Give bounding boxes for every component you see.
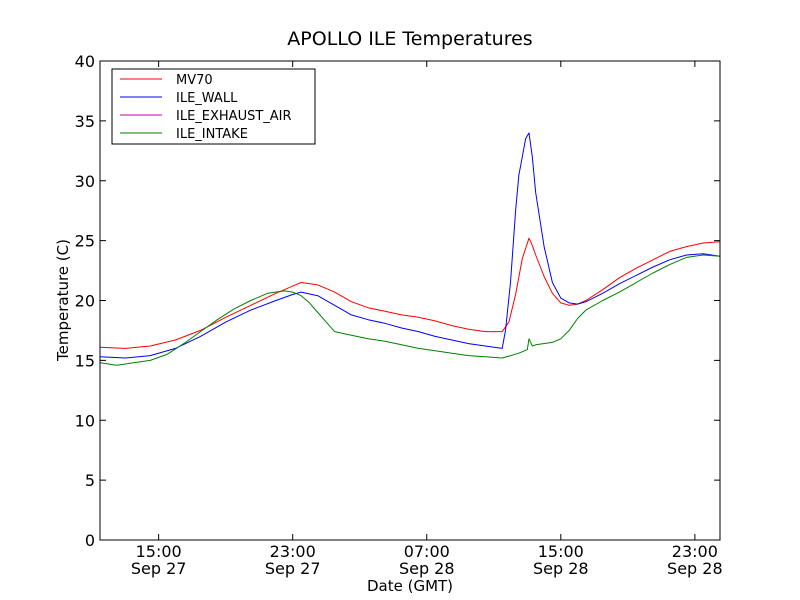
- series-lines: [99, 132, 721, 366]
- x-tick-time-label: 23:00: [270, 542, 316, 561]
- x-tick-date-label: Sep 28: [667, 559, 723, 578]
- x-tick-date-label: Sep 27: [265, 559, 321, 578]
- x-tick-time-label: 07:00: [404, 542, 450, 561]
- y-tick-label: 0: [85, 531, 95, 550]
- y-tick-label: 20: [75, 292, 95, 311]
- series-line-mv70: [99, 237, 721, 349]
- y-tick-label: 40: [75, 52, 95, 71]
- legend-label: ILE_INTAKE: [176, 127, 248, 142]
- series-line-ile-wall: [99, 132, 721, 359]
- x-tick-date-label: Sep 28: [399, 559, 455, 578]
- x-tick-time-label: 23:00: [672, 542, 718, 561]
- y-tick-label: 10: [75, 411, 95, 430]
- legend-box: [111, 68, 316, 145]
- x-tick-date-label: Sep 28: [533, 559, 589, 578]
- y-tick-label: 15: [75, 351, 95, 370]
- x-tick-time-label: 15:00: [136, 542, 182, 561]
- x-axis-label: Date (GMT): [367, 577, 453, 595]
- y-tick-label: 30: [75, 172, 95, 191]
- y-tick-label: 5: [85, 471, 95, 490]
- y-tick-label: 25: [75, 232, 95, 251]
- x-tick-time-label: 15:00: [538, 542, 584, 561]
- chart-title: APOLLO ILE Temperatures: [287, 28, 532, 50]
- y-axis: 0 5 10 15 20 25 30 35 40: [75, 52, 720, 550]
- legend-label: ILE_WALL: [176, 91, 238, 106]
- legend-label: MV70: [176, 73, 213, 88]
- legend-label: ILE_EXHAUST_AIR: [176, 109, 292, 124]
- y-axis-label: Temperature (C): [54, 239, 72, 362]
- legend: MV70 ILE_WALL ILE_EXHAUST_AIR ILE_INTAKE: [111, 68, 316, 145]
- series-line-ile-intake: [99, 254, 721, 366]
- x-tick-date-label: Sep 27: [131, 559, 187, 578]
- plot-frame: [99, 60, 721, 541]
- y-tick-label: 35: [75, 112, 95, 131]
